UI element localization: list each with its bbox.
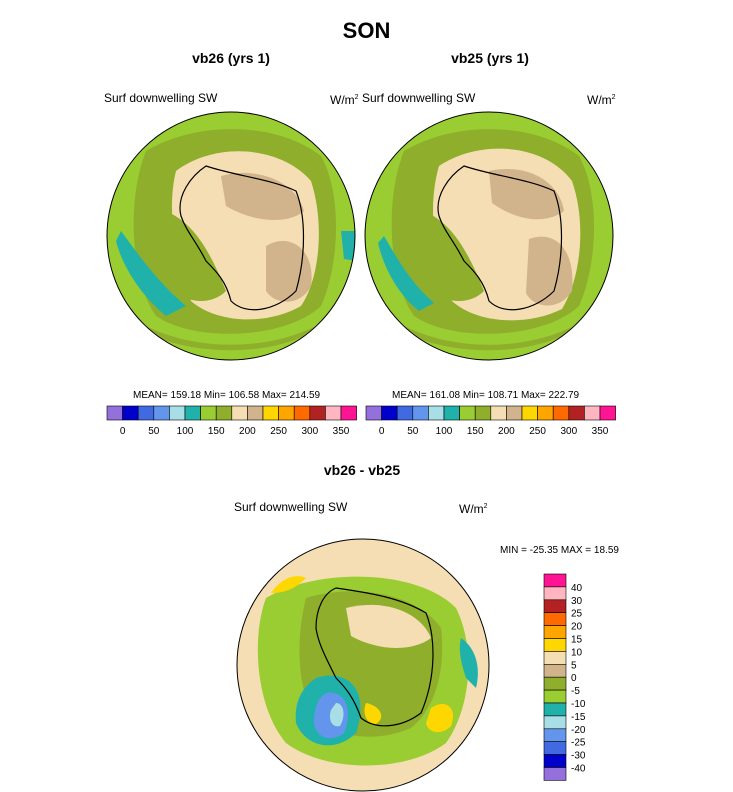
colorbar-tick-label: 10 <box>571 647 583 658</box>
colorbar-box <box>543 728 567 743</box>
colorbar-tick-label: 100 <box>436 426 453 437</box>
colorbar-box <box>543 625 567 639</box>
colorbar-box <box>309 405 326 421</box>
panel-2-units: W/m2 <box>587 93 616 107</box>
colorbar-box <box>543 638 567 652</box>
colorbar-box <box>293 405 311 421</box>
colorbar-box <box>231 405 248 421</box>
colorbar-box <box>137 405 155 421</box>
colorbar-box <box>340 405 357 421</box>
colorbar-tick-label: 100 <box>177 426 194 437</box>
colorbar-tick-label: 20 <box>571 622 583 633</box>
colorbar-tick-label: -20 <box>571 725 586 736</box>
colorbar-tick-label: 50 <box>148 426 160 437</box>
colorbar-box <box>543 767 567 781</box>
colorbar-box <box>543 741 567 755</box>
colorbar-box <box>552 405 570 421</box>
colorbar-box <box>543 651 567 665</box>
panel-1-units: W/m2 <box>330 93 359 107</box>
colorbar-box <box>247 405 264 421</box>
colorbar-tick-label: -40 <box>571 764 586 775</box>
colorbar-box <box>106 405 123 421</box>
colorbar-box <box>396 405 414 421</box>
figure-title: SON <box>342 18 391 43</box>
colorbar-box <box>543 573 567 588</box>
colorbar-tick-label: 350 <box>592 426 609 437</box>
colorbar-box <box>365 405 382 421</box>
panel-3-map <box>236 538 490 792</box>
colorbar-box <box>543 715 567 730</box>
colorbar-tick-label: 300 <box>301 426 318 437</box>
colorbar-box <box>543 599 567 613</box>
colorbar-tick-label: -25 <box>571 738 586 749</box>
colorbar-box <box>543 664 567 678</box>
colorbar-box <box>381 405 398 421</box>
colorbar-tick-label: 150 <box>467 426 484 437</box>
colorbar-box <box>543 754 567 768</box>
colorbar-box <box>412 405 429 421</box>
colorbar-tick-label: 350 <box>333 426 350 437</box>
panel-1-variable: Surf downwelling SW <box>104 91 218 105</box>
colorbar-tick-label: 0 <box>379 426 385 437</box>
colorbar-box <box>169 405 186 421</box>
panel-2-map <box>364 111 614 361</box>
colorbar-tick-label: 0 <box>120 426 126 437</box>
colorbar-box <box>537 405 554 421</box>
colorbar-box <box>568 405 585 421</box>
colorbar-box <box>599 405 616 421</box>
colorbar-box <box>428 405 445 421</box>
colorbar-box <box>200 405 217 421</box>
colorbar-tick-label: 250 <box>529 426 546 437</box>
colorbar-box <box>325 405 342 421</box>
colorbar-tick-label: 200 <box>498 426 515 437</box>
colorbar-box <box>521 405 538 421</box>
colorbar-box <box>506 405 523 421</box>
colorbar-box <box>184 405 201 421</box>
colorbar-box <box>278 405 295 421</box>
colorbar-tick-label: 250 <box>270 426 287 437</box>
colorbar-box <box>122 405 139 421</box>
colorbar-box <box>543 586 567 601</box>
panel-1-stats: MEAN= 159.18 Min= 106.58 Max= 214.59 <box>133 390 321 401</box>
panel-1-colorbar: 0 50 100 150 200 250 300 350 <box>106 405 357 437</box>
colorbar-box <box>443 405 460 421</box>
colorbar-box <box>215 405 233 421</box>
panel-2-subtitle: vb25 (yrs 1) <box>451 50 529 66</box>
colorbar-box <box>543 689 567 704</box>
colorbar-tick-label: 150 <box>208 426 225 437</box>
colorbar-tick-label: 0 <box>571 673 577 684</box>
colorbar-box <box>459 405 476 421</box>
panel-1-colorbar-boxes <box>106 405 357 421</box>
panel-1-map <box>106 111 356 361</box>
panel-2-stats: MEAN= 161.08 Min= 108.71 Max= 222.79 <box>392 390 580 401</box>
colorbar-tick-label: -15 <box>571 712 586 723</box>
colorbar-tick-label: -10 <box>571 699 586 710</box>
panel-3-stats: MIN = -25.35 MAX = 18.59 <box>500 545 619 556</box>
colorbar-box <box>153 405 170 421</box>
colorbar-tick-label: 200 <box>239 426 256 437</box>
panel-2-variable: Surf downwelling SW <box>362 91 476 105</box>
colorbar-tick-label: 15 <box>571 635 583 646</box>
panel-3-units: W/m2 <box>459 502 488 516</box>
colorbar-tick-label: 30 <box>571 596 583 607</box>
colorbar-box <box>543 676 567 691</box>
colorbar-box <box>474 405 492 421</box>
panel-3-subtitle: vb26 - vb25 <box>323 462 401 478</box>
panel-2-colorbar: 0 50 100 150 200 250 300 350 <box>365 405 616 437</box>
colorbar-box <box>490 405 507 421</box>
colorbar-box <box>584 405 601 421</box>
colorbar-tick-label: 25 <box>571 609 583 620</box>
colorbar-tick-label: -5 <box>571 686 580 697</box>
panel-1-subtitle: vb26 (yrs 1) <box>192 50 270 66</box>
colorbar-tick-label: 40 <box>571 583 583 594</box>
colorbar-box <box>543 612 567 626</box>
colorbar-tick-label: -30 <box>571 751 586 762</box>
colorbar-box <box>262 405 279 421</box>
colorbar-tick-label: 50 <box>407 426 419 437</box>
colorbar-tick-label: 300 <box>560 426 577 437</box>
panel-3-variable: Surf downwelling SW <box>234 500 348 514</box>
colorbar-tick-label: 5 <box>571 660 577 671</box>
colorbar-box <box>543 702 567 717</box>
